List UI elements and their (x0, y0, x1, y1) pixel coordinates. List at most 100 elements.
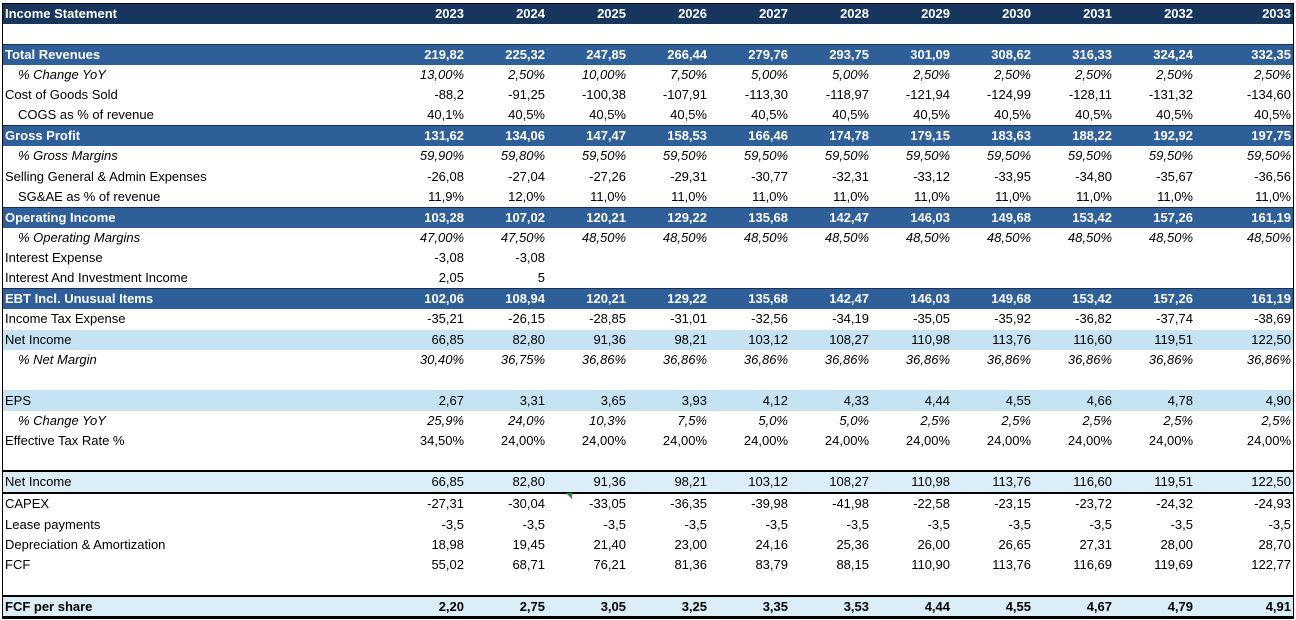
cell-value[interactable]: 122,50 (1196, 329, 1294, 350)
cell-value[interactable] (872, 370, 953, 391)
row-label[interactable]: % Change YoY (18, 66, 106, 82)
cell-value[interactable] (1196, 248, 1294, 268)
cell-value[interactable] (872, 451, 953, 472)
cell-value[interactable]: 3,31 (467, 390, 548, 411)
cell-value[interactable]: 10,00% (581, 66, 626, 82)
cell-value[interactable]: 166,46 (710, 125, 791, 147)
row-label[interactable]: EBT Incl. Unusual Items (2, 288, 401, 310)
cell-value[interactable]: 55,02 (431, 557, 464, 573)
cell-value[interactable]: 129,22 (629, 206, 710, 228)
cell-value[interactable]: 11,0% (833, 188, 869, 204)
row-label[interactable]: % Operating Margins (18, 229, 141, 245)
cell-value[interactable]: 98,21 (629, 329, 710, 350)
cell-value[interactable]: 3,05 (548, 594, 629, 619)
cell-value[interactable]: 24,00% (581, 433, 626, 449)
cell-value[interactable]: -28,85 (589, 311, 626, 327)
row-label[interactable] (2, 370, 401, 391)
cell-value[interactable]: 103,12 (710, 329, 791, 350)
cell-value[interactable]: 59,50% (662, 148, 707, 164)
cell-value[interactable] (1115, 248, 1196, 268)
cell-value[interactable]: -32,31 (832, 168, 869, 184)
row-label[interactable] (2, 24, 401, 45)
cell-value[interactable] (872, 268, 953, 289)
cell-value[interactable] (1034, 248, 1115, 268)
cell-value[interactable] (1115, 370, 1196, 391)
cell-value[interactable]: 28,70 (1258, 536, 1291, 552)
cell-value[interactable]: 146,03 (872, 288, 953, 310)
cell-value[interactable] (548, 575, 629, 596)
cell-value[interactable]: -121,94 (905, 87, 950, 103)
cell-value[interactable]: 153,42 (1034, 288, 1115, 310)
cell-value[interactable]: 116,69 (1073, 557, 1112, 573)
cell-value[interactable]: -3,5 (927, 516, 950, 532)
cell-value[interactable]: -35,21 (427, 311, 464, 327)
cell-value[interactable]: -3,5 (1268, 516, 1291, 532)
cell-value[interactable]: 4,66 (1034, 390, 1115, 411)
cell-value[interactable]: 40,5% (589, 107, 626, 123)
cell-value[interactable] (467, 575, 548, 596)
cell-value[interactable]: 48,50% (581, 229, 626, 245)
cell-value[interactable]: 3,35 (710, 594, 791, 619)
cell-value[interactable]: 157,26 (1115, 288, 1196, 310)
cell-value[interactable]: 24,00% (986, 433, 1031, 449)
cell-value[interactable]: 19,45 (512, 536, 545, 552)
cell-value[interactable] (1034, 268, 1115, 289)
row-label[interactable]: Cost of Goods Sold (5, 87, 118, 103)
cell-value[interactable]: 23,00 (674, 536, 707, 552)
cell-value[interactable]: -29,31 (670, 168, 707, 184)
cell-value[interactable]: -36,35 (670, 496, 707, 512)
cell-value[interactable]: -91,25 (508, 87, 545, 103)
cell-value[interactable]: 2,5% (1261, 412, 1291, 428)
cell-value[interactable]: -3,5 (522, 516, 545, 532)
cell-value[interactable]: 59,50% (1148, 148, 1193, 164)
cell-value[interactable]: 11,0% (914, 188, 950, 204)
cell-value[interactable]: 120,21 (548, 206, 629, 228)
cell-value[interactable]: 68,71 (512, 557, 545, 573)
cell-value[interactable]: 2,50% (508, 66, 545, 82)
cell-value[interactable]: 146,03 (872, 206, 953, 228)
cell-value[interactable]: 40,5% (508, 107, 545, 123)
cell-value[interactable]: 12,0% (508, 188, 545, 204)
cell-value[interactable]: -107,91 (662, 87, 707, 103)
cell-value[interactable]: 91,36 (548, 470, 629, 495)
row-label[interactable]: FCF per share (2, 594, 401, 619)
cell-value[interactable]: -34,80 (1075, 168, 1112, 184)
cell-value[interactable]: 2,67 (401, 390, 467, 411)
cell-value[interactable]: 11,0% (995, 188, 1031, 204)
cell-value[interactable]: 2,5% (1163, 412, 1193, 428)
cell-value[interactable]: 116,60 (1034, 329, 1115, 350)
cell-value[interactable]: 2,75 (467, 594, 548, 619)
cell-value[interactable]: 188,22 (1034, 125, 1115, 147)
cell-value[interactable]: 13,00% (419, 66, 464, 82)
cell-value[interactable]: 40,1% (427, 107, 464, 123)
cell-year[interactable]: 2028 (791, 3, 872, 24)
cell-value[interactable]: 24,00% (1148, 433, 1193, 449)
cell-value[interactable]: 24,00% (500, 433, 545, 449)
cell-value[interactable] (1196, 24, 1294, 45)
cell-value[interactable] (791, 268, 872, 289)
cell-value[interactable] (872, 575, 953, 596)
comment-indicator-icon[interactable] (566, 493, 572, 499)
cell-value[interactable]: 59,50% (986, 148, 1031, 164)
row-label[interactable]: Depreciation & Amortization (5, 536, 166, 552)
cell-value[interactable]: -3,5 (1089, 516, 1112, 532)
cell-value[interactable]: -100,38 (581, 87, 626, 103)
cell-value[interactable]: 161,19 (1196, 206, 1294, 228)
cell-value[interactable] (1115, 451, 1196, 472)
cell-value[interactable]: -128,11 (1068, 87, 1112, 103)
cell-value[interactable] (1034, 24, 1115, 45)
cell-value[interactable]: 119,51 (1115, 329, 1196, 350)
cell-year[interactable]: 2023 (401, 3, 467, 24)
row-label[interactable]: Gross Profit (2, 125, 401, 147)
cell-value[interactable]: 48,50% (1067, 229, 1112, 245)
cell-value[interactable]: 7,5% (677, 412, 707, 428)
cell-value[interactable] (1115, 268, 1196, 289)
cell-year[interactable]: 2030 (953, 3, 1034, 24)
cell-value[interactable]: 59,50% (1067, 148, 1112, 164)
cell-value[interactable]: 3,65 (548, 390, 629, 411)
cell-value[interactable]: 26,00 (917, 536, 950, 552)
cell-value[interactable]: -30,04 (508, 496, 545, 512)
cell-value[interactable] (953, 248, 1034, 268)
cell-value[interactable]: 4,90 (1196, 390, 1294, 411)
cell-value[interactable]: 36,86% (1148, 352, 1193, 368)
